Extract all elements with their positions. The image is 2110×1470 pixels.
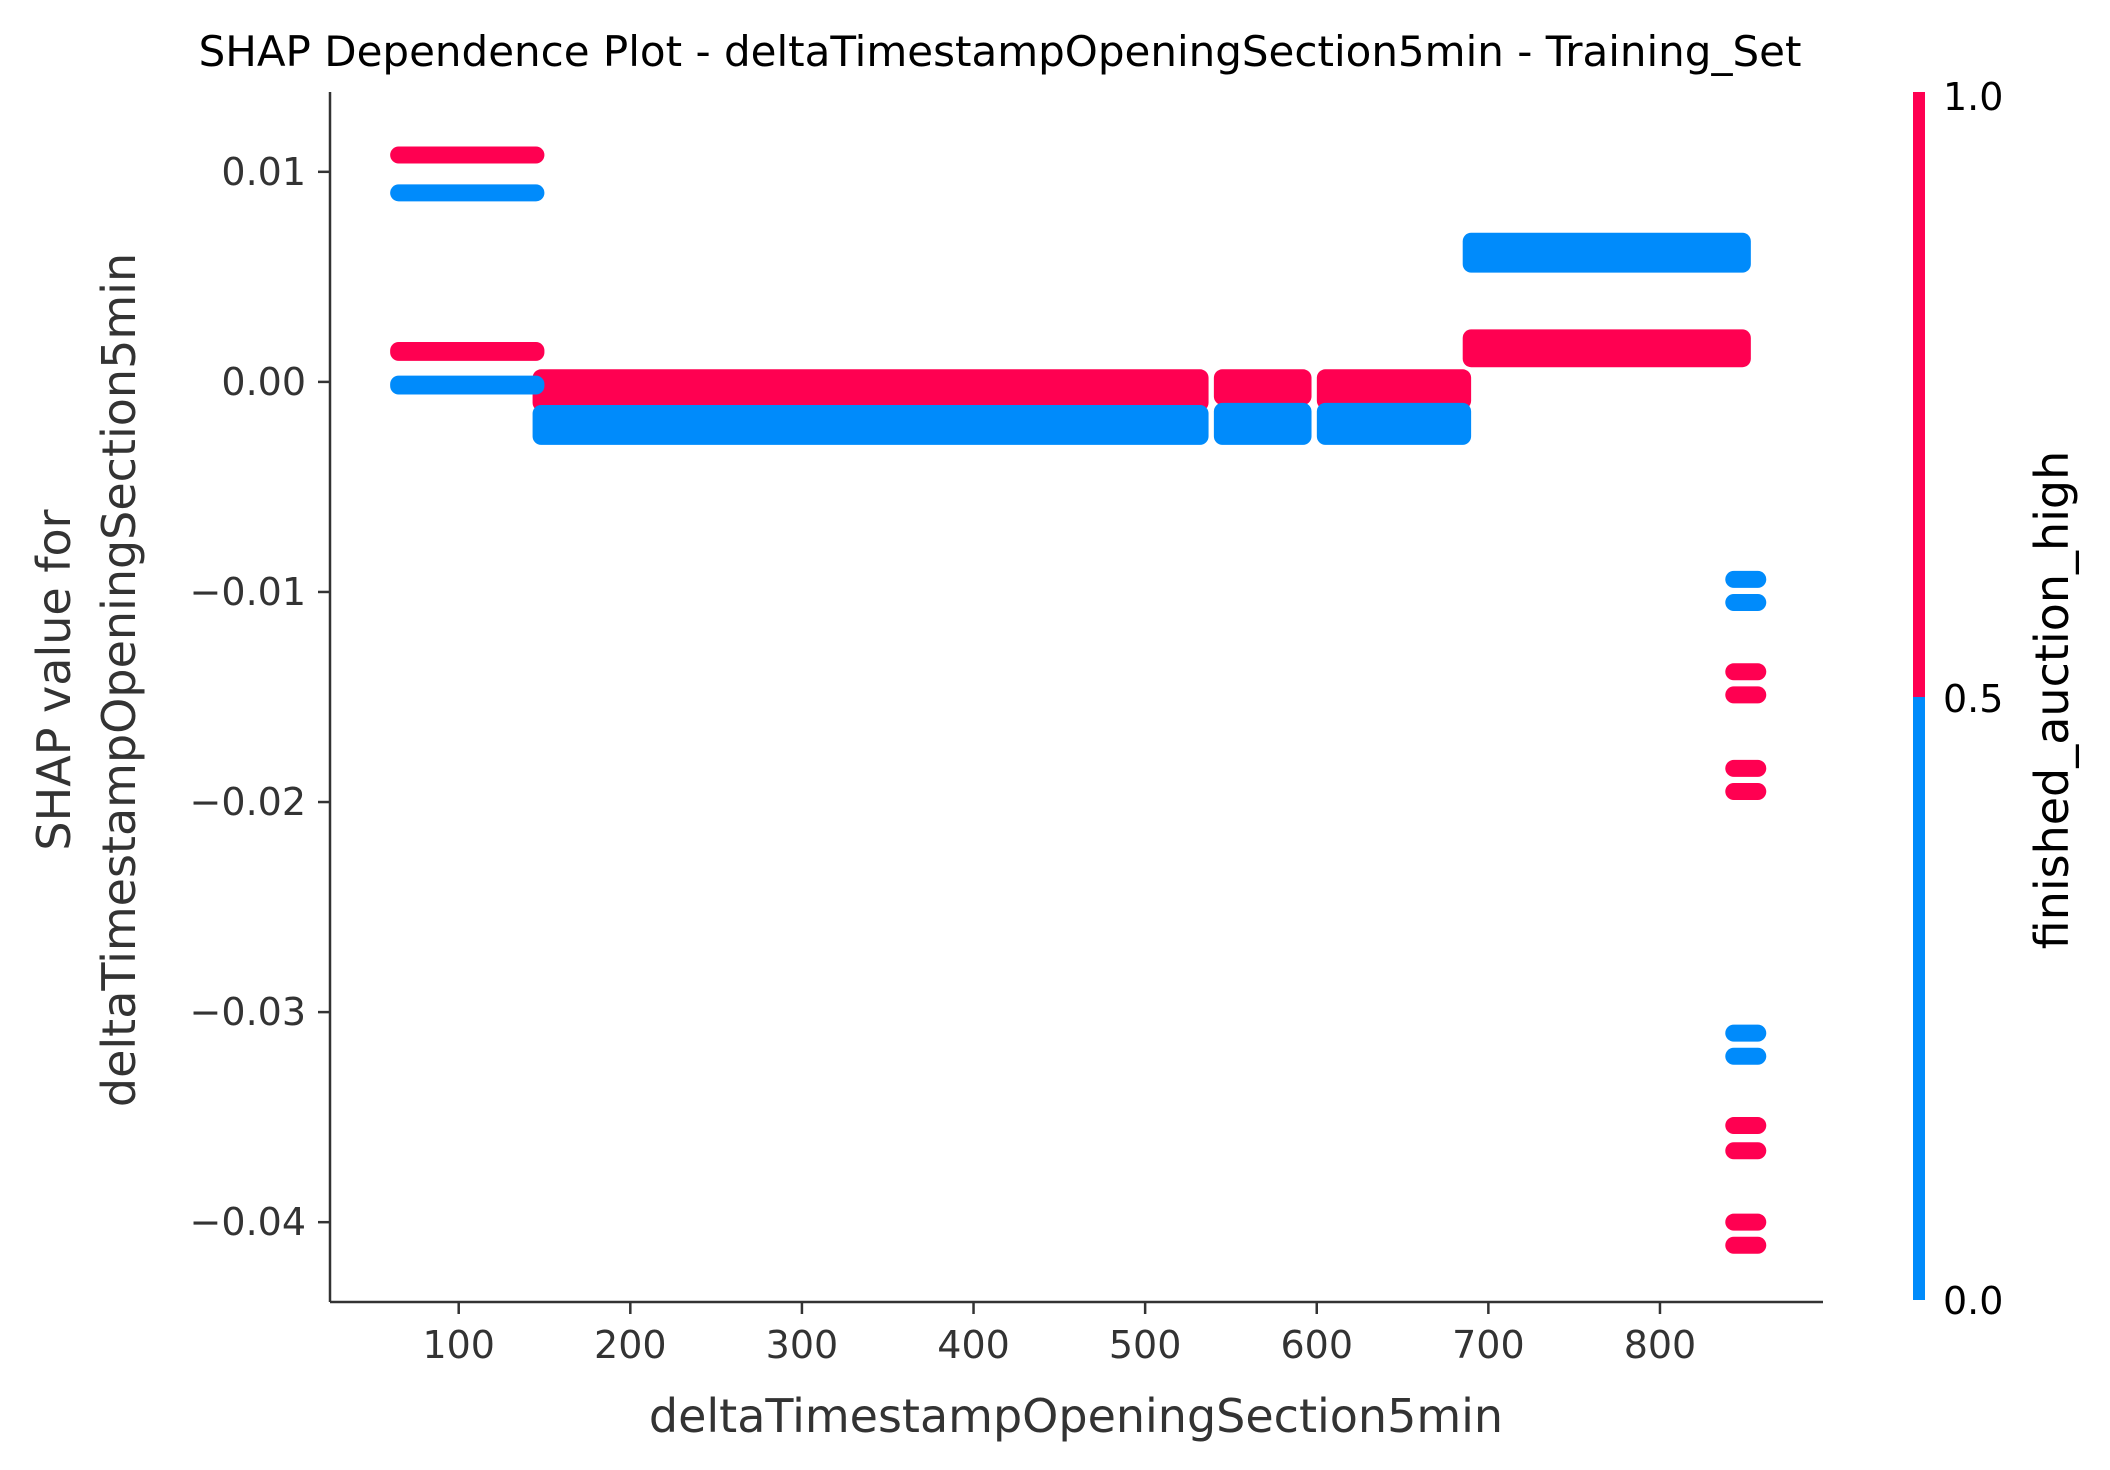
scatter-band-low-5: [1462, 232, 1751, 273]
y-axis-label: SHAP value for deltaTimestampOpeningSect…: [27, 253, 146, 1107]
colorbar-label: finished_auction_high: [2025, 451, 2079, 950]
y-tick-label: −0.01: [190, 570, 306, 614]
x-tick-label: 200: [594, 1323, 667, 1367]
y-axis-label-line-1: SHAP value for: [27, 509, 81, 850]
colorbar-label-text: finished_auction_high: [2025, 451, 2079, 950]
y-tick-label: −0.03: [190, 990, 306, 1034]
y-tick-label: 0.01: [221, 150, 306, 194]
x-tick-label: 300: [766, 1323, 839, 1367]
colorbar-high-segment: [1913, 92, 1925, 697]
x-tick-label: 100: [422, 1323, 495, 1367]
scatter-point-low-3: [1725, 1047, 1767, 1065]
colorbar-low-segment: [1913, 697, 1925, 1300]
x-tick-label: 700: [1452, 1323, 1525, 1367]
colorbar-tick-high: 1.0: [1943, 75, 2003, 119]
scatter-band-high-2: [532, 369, 1209, 412]
scatter-point-high-5: [1725, 1142, 1767, 1160]
scatter-band-low-3: [1213, 402, 1312, 445]
scatter-point-low-1: [1725, 593, 1767, 611]
y-tick-label: −0.04: [190, 1200, 306, 1244]
scatter-point-high-3: [1725, 783, 1767, 801]
chart-title: SHAP Dependence Plot - deltaTimestampOpe…: [199, 27, 1802, 76]
scatter-point-high-7: [1725, 1236, 1767, 1254]
x-tick-label: 800: [1624, 1323, 1697, 1367]
scatter-point-high-0: [1725, 663, 1767, 681]
y-tick-label: 0.00: [221, 360, 306, 404]
x-axis-label: deltaTimestampOpeningSection5min: [649, 1389, 1503, 1443]
x-tick-label: 500: [1109, 1323, 1182, 1367]
x-axis-ticks: 100 200 300 400 500 600 700 800: [422, 1302, 1696, 1367]
scatter-bands: [390, 146, 1751, 445]
scatter-band-high-5: [1462, 329, 1751, 368]
scatter-point-high-6: [1725, 1213, 1767, 1231]
scatter-points: [1725, 570, 1767, 1254]
scatter-band-high-4: [1316, 369, 1472, 410]
colorbar-tick-mid: 0.5: [1943, 677, 2003, 721]
y-tick-label: −0.02: [190, 780, 306, 824]
colorbar-tick-low: 0.0: [1943, 1279, 2003, 1323]
scatter-point-high-2: [1725, 759, 1767, 777]
scatter-point-high-1: [1725, 686, 1767, 704]
scatter-band-low-1: [390, 375, 545, 395]
x-tick-label: 600: [1280, 1323, 1353, 1367]
scatter-band-low-4: [1316, 402, 1472, 445]
scatter-band-low-2: [532, 405, 1209, 445]
y-axis-ticks: 0.01 0.00 −0.01 −0.02 −0.03 −0.04: [190, 150, 330, 1244]
y-axis-label-line-2: deltaTimestampOpeningSection5min: [92, 253, 146, 1107]
scatter-band-high-1: [390, 341, 545, 361]
scatter-point-low-2: [1725, 1024, 1767, 1042]
scatter-point-low-0: [1725, 570, 1767, 588]
scatter-band-high-3: [1213, 369, 1312, 406]
scatter-band-high-0: [390, 146, 545, 164]
scatter-point-high-4: [1725, 1117, 1767, 1135]
x-tick-label: 400: [937, 1323, 1010, 1367]
scatter-band-low-0: [390, 184, 545, 202]
